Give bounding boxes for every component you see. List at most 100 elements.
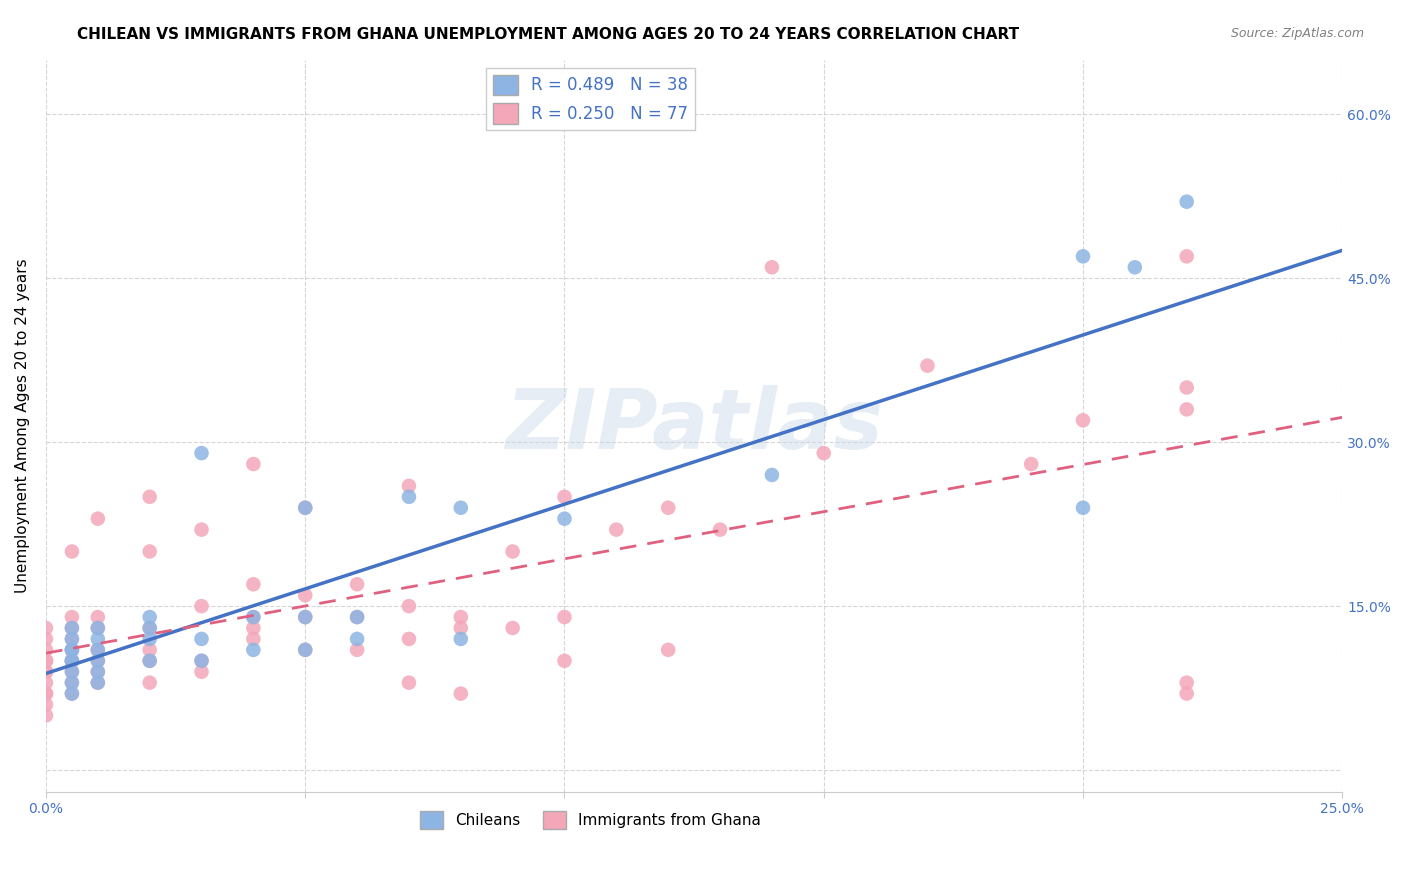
- Legend: Chileans, Immigrants from Ghana: Chileans, Immigrants from Ghana: [413, 805, 768, 836]
- Point: [605, 523, 627, 537]
- Point: [294, 610, 316, 624]
- Point: [1071, 500, 1094, 515]
- Point: [242, 643, 264, 657]
- Point: [138, 654, 160, 668]
- Point: [450, 687, 472, 701]
- Point: [294, 610, 316, 624]
- Point: [87, 654, 110, 668]
- Point: [294, 500, 316, 515]
- Point: [87, 610, 110, 624]
- Point: [242, 632, 264, 646]
- Point: [190, 665, 212, 679]
- Point: [294, 588, 316, 602]
- Point: [657, 643, 679, 657]
- Point: [60, 665, 83, 679]
- Point: [35, 654, 58, 668]
- Point: [346, 610, 368, 624]
- Point: [60, 621, 83, 635]
- Point: [87, 621, 110, 635]
- Text: ZIPatlas: ZIPatlas: [505, 385, 883, 467]
- Point: [761, 260, 783, 275]
- Point: [1071, 249, 1094, 263]
- Point: [60, 544, 83, 558]
- Point: [60, 654, 83, 668]
- Point: [346, 610, 368, 624]
- Point: [398, 479, 420, 493]
- Point: [35, 708, 58, 723]
- Point: [346, 632, 368, 646]
- Point: [87, 511, 110, 525]
- Point: [1175, 380, 1198, 394]
- Point: [35, 643, 58, 657]
- Point: [60, 675, 83, 690]
- Text: CHILEAN VS IMMIGRANTS FROM GHANA UNEMPLOYMENT AMONG AGES 20 TO 24 YEARS CORRELAT: CHILEAN VS IMMIGRANTS FROM GHANA UNEMPLO…: [77, 27, 1019, 42]
- Point: [60, 643, 83, 657]
- Point: [60, 687, 83, 701]
- Point: [1175, 402, 1198, 417]
- Point: [450, 610, 472, 624]
- Point: [553, 490, 575, 504]
- Point: [398, 632, 420, 646]
- Point: [35, 665, 58, 679]
- Point: [138, 632, 160, 646]
- Point: [242, 610, 264, 624]
- Point: [138, 675, 160, 690]
- Point: [502, 621, 524, 635]
- Point: [138, 610, 160, 624]
- Point: [60, 643, 83, 657]
- Point: [87, 675, 110, 690]
- Point: [87, 632, 110, 646]
- Point: [35, 687, 58, 701]
- Point: [190, 523, 212, 537]
- Point: [60, 654, 83, 668]
- Point: [35, 675, 58, 690]
- Point: [450, 621, 472, 635]
- Point: [138, 544, 160, 558]
- Point: [242, 610, 264, 624]
- Point: [87, 654, 110, 668]
- Point: [87, 621, 110, 635]
- Point: [190, 632, 212, 646]
- Y-axis label: Unemployment Among Ages 20 to 24 years: Unemployment Among Ages 20 to 24 years: [15, 259, 30, 593]
- Point: [1019, 457, 1042, 471]
- Point: [657, 500, 679, 515]
- Text: Source: ZipAtlas.com: Source: ZipAtlas.com: [1230, 27, 1364, 40]
- Point: [87, 643, 110, 657]
- Point: [1175, 249, 1198, 263]
- Point: [398, 599, 420, 614]
- Point: [917, 359, 939, 373]
- Point: [138, 621, 160, 635]
- Point: [190, 654, 212, 668]
- Point: [553, 511, 575, 525]
- Point: [60, 654, 83, 668]
- Point: [138, 621, 160, 635]
- Point: [294, 643, 316, 657]
- Point: [35, 687, 58, 701]
- Point: [346, 643, 368, 657]
- Point: [60, 621, 83, 635]
- Point: [398, 490, 420, 504]
- Point: [35, 654, 58, 668]
- Point: [1071, 413, 1094, 427]
- Point: [138, 490, 160, 504]
- Point: [87, 665, 110, 679]
- Point: [242, 457, 264, 471]
- Point: [553, 610, 575, 624]
- Point: [60, 687, 83, 701]
- Point: [138, 643, 160, 657]
- Point: [813, 446, 835, 460]
- Point: [87, 665, 110, 679]
- Point: [761, 467, 783, 482]
- Point: [709, 523, 731, 537]
- Point: [294, 643, 316, 657]
- Point: [60, 632, 83, 646]
- Point: [1175, 675, 1198, 690]
- Point: [1123, 260, 1146, 275]
- Point: [35, 665, 58, 679]
- Point: [138, 654, 160, 668]
- Point: [87, 675, 110, 690]
- Point: [450, 632, 472, 646]
- Point: [242, 577, 264, 591]
- Point: [35, 621, 58, 635]
- Point: [60, 610, 83, 624]
